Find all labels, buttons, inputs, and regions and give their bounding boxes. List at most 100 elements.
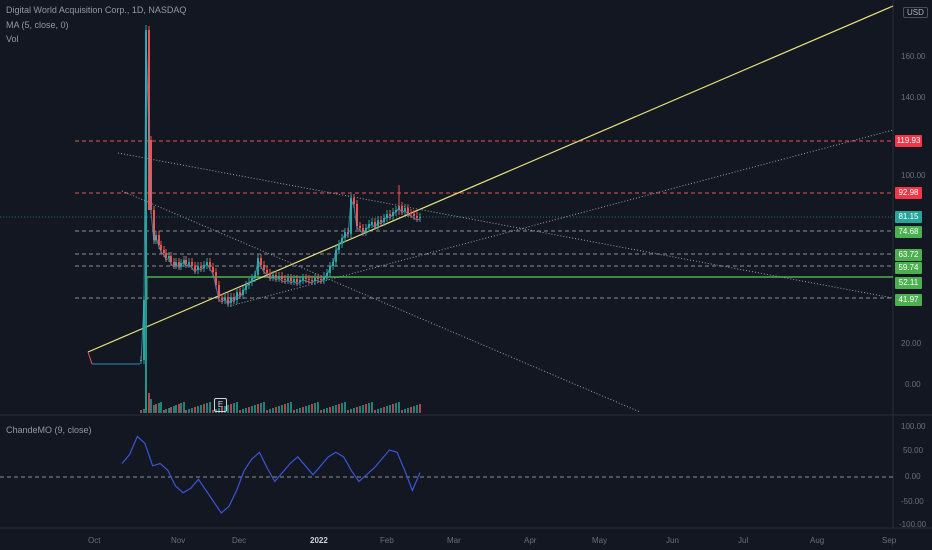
- volume-bar: [175, 405, 177, 413]
- candle-body[interactable]: [413, 214, 415, 216]
- candle-body[interactable]: [317, 278, 319, 279]
- volume-bar: [200, 405, 202, 413]
- candle-body[interactable]: [178, 262, 180, 266]
- candle-body[interactable]: [148, 30, 150, 140]
- candle-body[interactable]: [200, 266, 202, 268]
- candle-body[interactable]: [275, 275, 277, 278]
- candle-body[interactable]: [329, 266, 331, 273]
- volume-bar: [165, 409, 167, 413]
- volume-bar: [143, 409, 145, 413]
- candle-body[interactable]: [191, 262, 193, 266]
- candle-body[interactable]: [266, 270, 268, 273]
- candle-body[interactable]: [320, 279, 322, 280]
- candle-body[interactable]: [185, 260, 187, 264]
- trendline-descending-upper[interactable]: [117, 152, 894, 299]
- candle-body[interactable]: [153, 210, 155, 240]
- volume-bar: [158, 403, 160, 413]
- trendline-ascending[interactable]: [87, 5, 894, 353]
- candle-body[interactable]: [305, 278, 307, 279]
- candle-body[interactable]: [173, 262, 175, 265]
- candle-body[interactable]: [293, 279, 295, 281]
- candle-body[interactable]: [311, 280, 313, 281]
- candle-body[interactable]: [170, 256, 172, 262]
- earnings-event-marker[interactable]: E: [214, 398, 227, 412]
- volume-bar: [296, 409, 298, 413]
- candle-body[interactable]: [302, 278, 304, 280]
- volume-bar: [353, 408, 355, 413]
- candle-body[interactable]: [371, 222, 373, 224]
- currency-button[interactable]: USD: [903, 7, 928, 18]
- candle-body[interactable]: [260, 258, 262, 265]
- candle-body[interactable]: [287, 278, 289, 280]
- candle-body[interactable]: [165, 253, 167, 258]
- candle-body[interactable]: [236, 292, 238, 300]
- candle-body[interactable]: [212, 267, 214, 272]
- candle-body[interactable]: [362, 228, 364, 232]
- candle-body[interactable]: [356, 204, 358, 226]
- volume-bar: [185, 410, 187, 413]
- chande-oscillator-line[interactable]: [121, 435, 421, 514]
- ma-line[interactable]: [140, 31, 421, 363]
- time-tick-label: Oct: [88, 536, 101, 545]
- candle-body[interactable]: [194, 266, 196, 270]
- candle-body[interactable]: [419, 217, 421, 218]
- volume-bar: [374, 410, 376, 413]
- candle-body[interactable]: [401, 206, 403, 211]
- candle-body[interactable]: [272, 275, 274, 277]
- volume-bar: [168, 408, 170, 413]
- volume-bar: [203, 404, 205, 413]
- candle-body[interactable]: [395, 210, 397, 212]
- candle-body[interactable]: [290, 278, 292, 281]
- candle-body[interactable]: [296, 279, 298, 282]
- candle-body[interactable]: [359, 226, 361, 228]
- volume-indicator-label[interactable]: Vol: [6, 34, 19, 44]
- candle-body[interactable]: [150, 140, 152, 210]
- symbol-title[interactable]: Digital World Acquisition Corp., 1D, NAS…: [6, 5, 187, 15]
- candle-body[interactable]: [269, 273, 271, 277]
- candle-body[interactable]: [353, 198, 355, 204]
- candle-body[interactable]: [227, 297, 229, 303]
- candle-body[interactable]: [416, 216, 418, 218]
- candle-body[interactable]: [143, 300, 145, 360]
- volume-bar: [230, 404, 232, 413]
- candle-body[interactable]: [410, 213, 412, 214]
- candle-body[interactable]: [215, 272, 217, 285]
- candle-body[interactable]: [168, 256, 170, 258]
- candle-body[interactable]: [389, 214, 391, 216]
- candle-body[interactable]: [158, 235, 160, 245]
- candle-body[interactable]: [299, 280, 301, 282]
- candle-body[interactable]: [281, 276, 283, 279]
- candle-body[interactable]: [407, 208, 409, 213]
- candle-body[interactable]: [233, 297, 235, 300]
- chande-indicator-label[interactable]: ChandeMO (9, close): [6, 425, 92, 435]
- candle-body[interactable]: [239, 292, 241, 295]
- candle-body[interactable]: [160, 245, 162, 250]
- candle-body[interactable]: [335, 250, 337, 262]
- volume-bar: [233, 403, 235, 413]
- ma-indicator-label[interactable]: MA (5, close, 0): [6, 20, 69, 30]
- candle-body[interactable]: [163, 250, 165, 253]
- candle-body[interactable]: [263, 265, 265, 270]
- candle-body[interactable]: [350, 198, 352, 234]
- volume-bar: [350, 409, 352, 413]
- trendline-descending-lower[interactable]: [121, 190, 641, 413]
- candle-body[interactable]: [374, 222, 376, 226]
- trendline-ascending-dotted[interactable]: [229, 129, 894, 307]
- volume-bar: [314, 403, 316, 413]
- candle-body[interactable]: [218, 285, 220, 298]
- time-tick-label: Dec: [232, 536, 247, 545]
- volume-bar: [332, 406, 334, 413]
- volume-bar: [338, 404, 340, 413]
- candle-body[interactable]: [278, 276, 280, 278]
- volume-bar: [194, 407, 196, 413]
- candle-body[interactable]: [380, 220, 382, 222]
- candle-body[interactable]: [284, 279, 286, 280]
- candle-body[interactable]: [308, 279, 310, 280]
- candle-body[interactable]: [209, 262, 211, 267]
- volume-bar: [383, 407, 385, 413]
- candle-body[interactable]: [188, 262, 190, 264]
- candle-body[interactable]: [221, 298, 223, 300]
- candle-body[interactable]: [257, 258, 259, 275]
